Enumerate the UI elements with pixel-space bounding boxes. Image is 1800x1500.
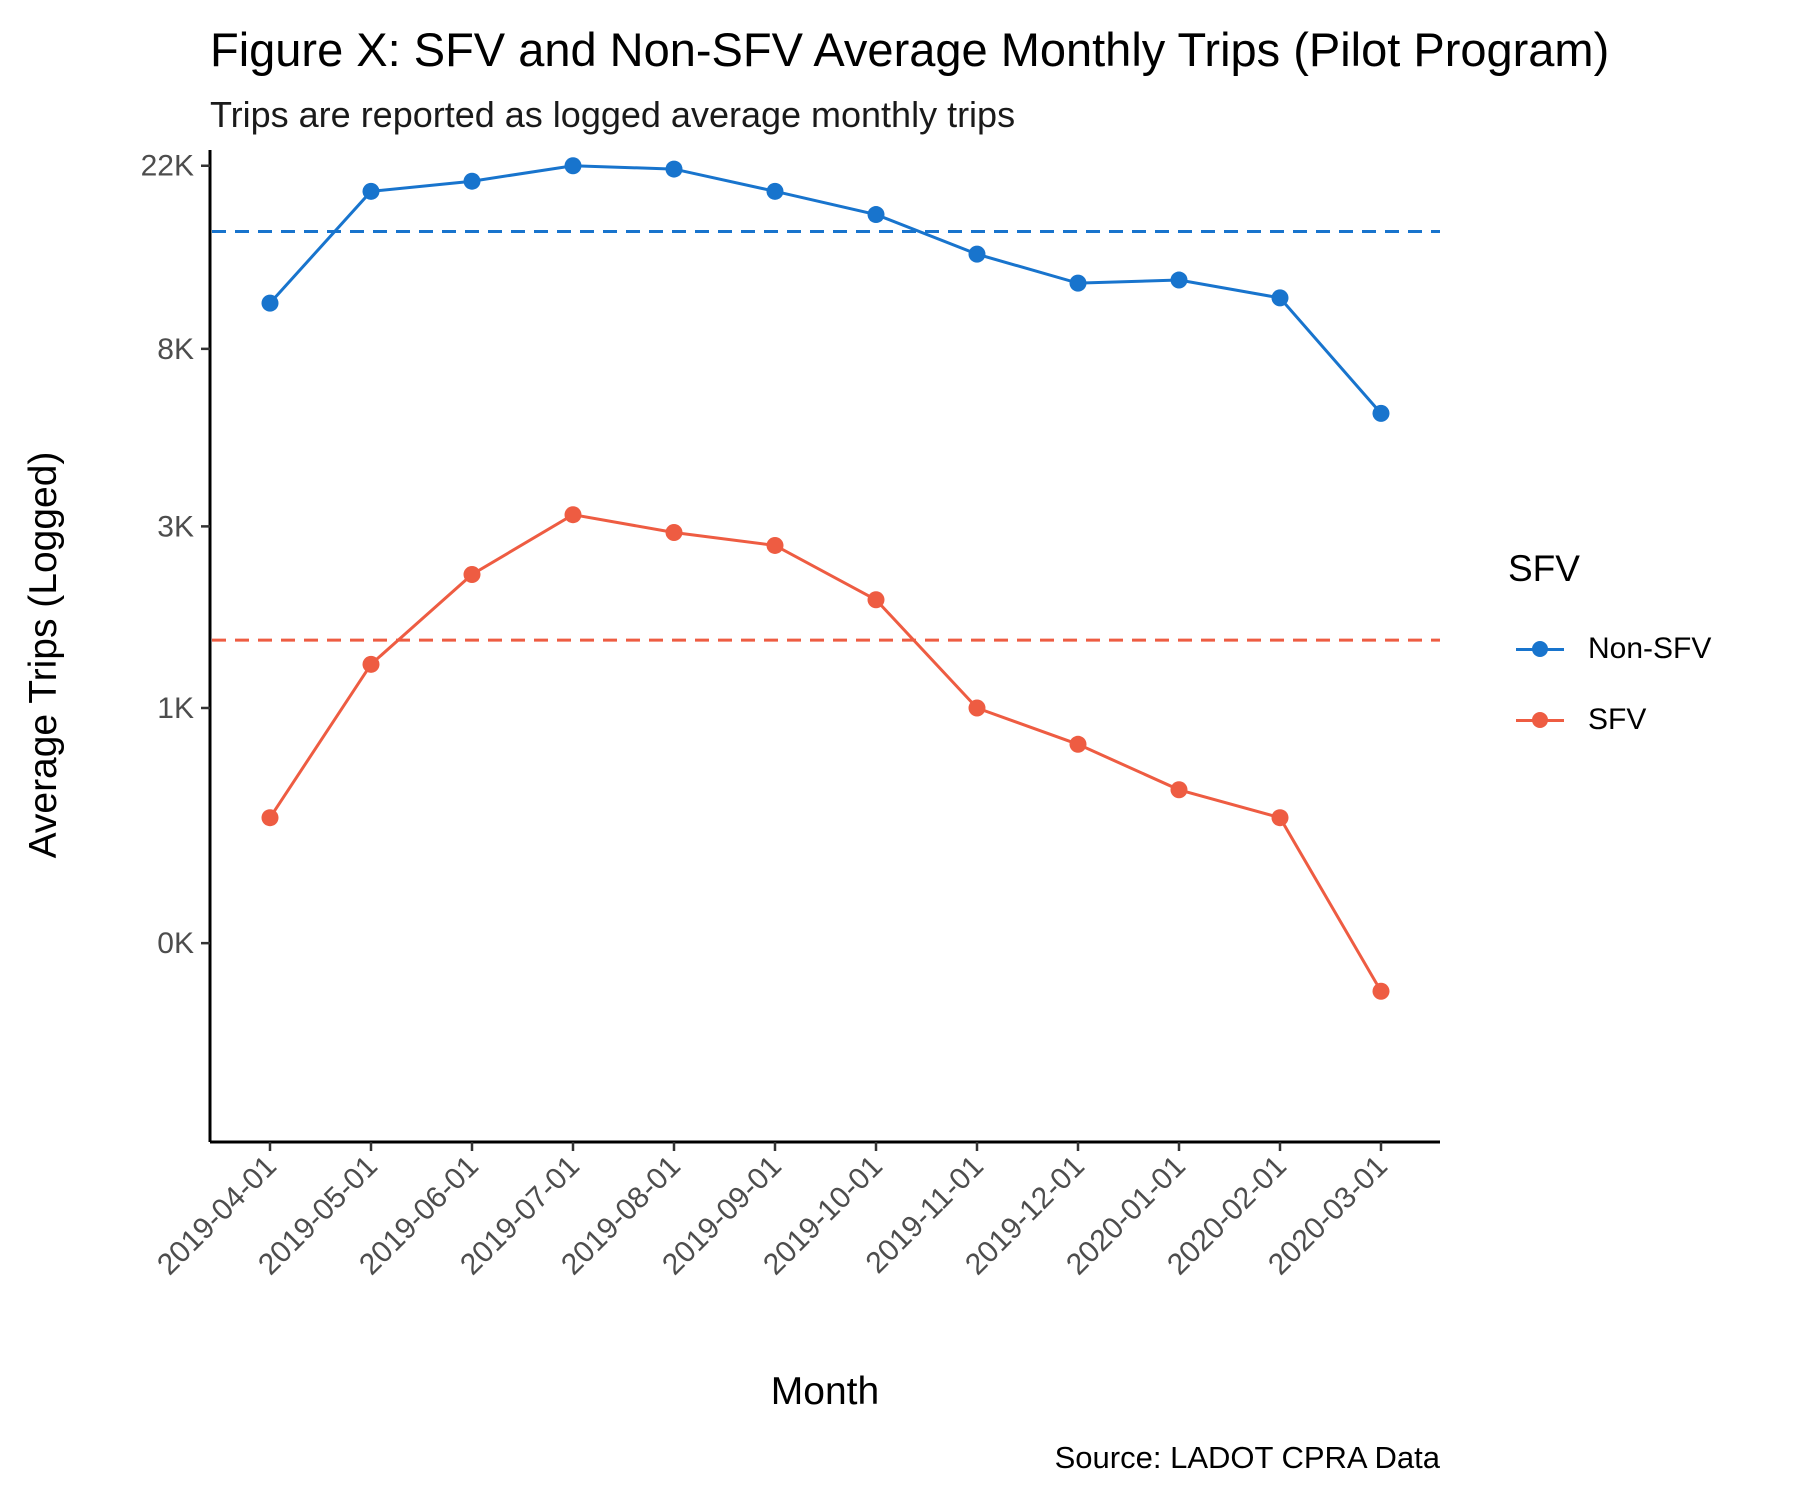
y-tick-label: 1K bbox=[157, 692, 194, 725]
y-tick-label: 8K bbox=[157, 333, 194, 366]
y-tick-label: 22K bbox=[141, 150, 194, 183]
data-point-sfv bbox=[1170, 781, 1188, 799]
chart-subtitle: Trips are reported as logged average mon… bbox=[210, 94, 1016, 135]
source-caption: Source: LADOT CPRA Data bbox=[1054, 1440, 1440, 1475]
data-point-sfv bbox=[1271, 809, 1289, 827]
data-point-sfv bbox=[1372, 982, 1390, 1000]
data-point-non-sfv bbox=[867, 206, 885, 224]
data-point-non-sfv bbox=[1069, 274, 1087, 292]
series-line-non-sfv bbox=[268, 164, 1383, 415]
data-point-sfv bbox=[261, 809, 279, 827]
legend-key-sfv bbox=[1516, 700, 1564, 740]
data-point-non-sfv bbox=[261, 294, 279, 312]
data-point-sfv bbox=[1069, 735, 1087, 753]
data-point-sfv bbox=[362, 655, 380, 673]
legend-item-sfv: SFV bbox=[1516, 700, 1646, 740]
data-point-non-sfv bbox=[665, 160, 683, 178]
data-point-non-sfv bbox=[1170, 271, 1188, 289]
legend-item-non-sfv: Non-SFV bbox=[1516, 629, 1711, 669]
data-point-non-sfv bbox=[766, 182, 784, 200]
legend-key-non-sfv bbox=[1516, 629, 1564, 669]
series-line-sfv bbox=[268, 513, 1383, 992]
data-point-non-sfv bbox=[564, 157, 582, 175]
data-point-non-sfv bbox=[968, 245, 986, 263]
data-point-sfv bbox=[968, 699, 986, 717]
y-axis-label: Average Trips (Logged) bbox=[22, 451, 65, 859]
data-point-sfv bbox=[766, 536, 784, 554]
y-tick-label: 0K bbox=[157, 927, 194, 960]
legend-label-non-sfv: Non-SFV bbox=[1588, 632, 1712, 665]
data-point-non-sfv bbox=[1372, 404, 1390, 422]
data-point-non-sfv bbox=[362, 182, 380, 200]
x-axis-label: Month bbox=[770, 1370, 880, 1413]
data-point-sfv bbox=[867, 591, 885, 609]
data-point-sfv bbox=[564, 506, 582, 524]
y-tick-label: 3K bbox=[157, 510, 194, 543]
legend-label-sfv: SFV bbox=[1588, 703, 1647, 736]
data-point-sfv bbox=[665, 524, 683, 542]
data-point-sfv bbox=[463, 565, 481, 583]
data-point-non-sfv bbox=[1271, 289, 1289, 307]
legend-title: SFV bbox=[1508, 548, 1580, 589]
chart-title: Figure X: SFV and Non-SFV Average Monthl… bbox=[210, 23, 1610, 76]
data-point-non-sfv bbox=[463, 172, 481, 190]
